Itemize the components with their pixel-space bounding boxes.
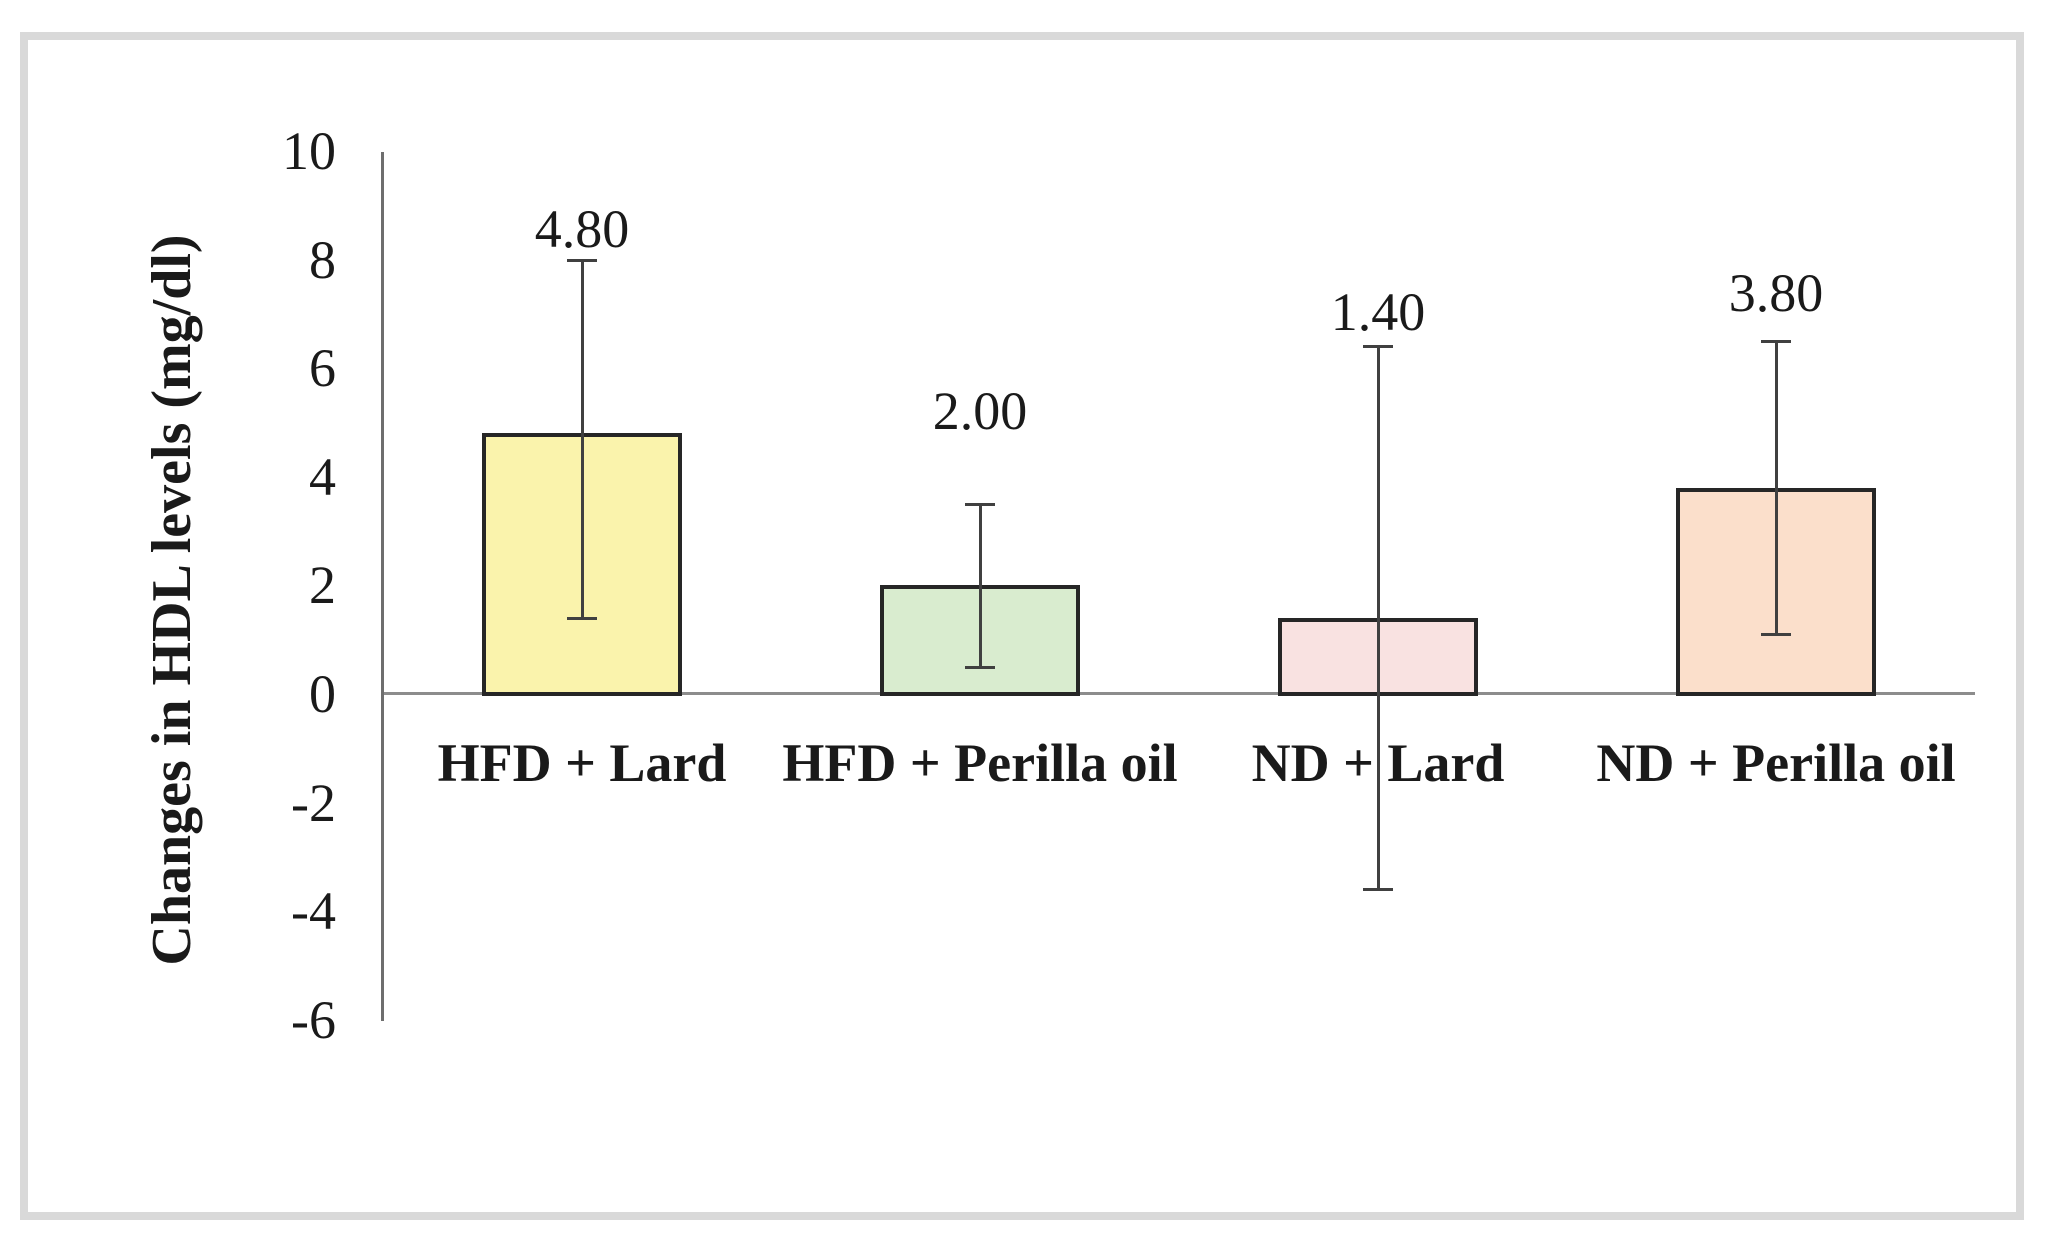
- y-tick-label: -2: [291, 772, 336, 833]
- data-label: 3.80: [1728, 263, 1824, 324]
- data-label: 2.00: [932, 380, 1028, 441]
- error-bar-cap-bottom: [1363, 888, 1393, 892]
- category-label: ND + Perilla oil: [1596, 733, 1956, 793]
- error-bar-line: [1377, 346, 1380, 890]
- error-bar-line: [1775, 341, 1778, 635]
- y-tick-label: -6: [291, 989, 336, 1050]
- y-tick-label: 8: [309, 229, 336, 290]
- error-bar-cap-top: [1761, 340, 1791, 344]
- error-bar-cap-top: [1363, 345, 1393, 349]
- error-bar-line: [979, 503, 982, 667]
- data-label: 4.80: [534, 198, 630, 259]
- category-label: HFD + Perilla oil: [782, 733, 1178, 793]
- error-bar-cap-top: [965, 502, 995, 506]
- y-tick-label: 0: [309, 664, 336, 724]
- y-tick-label: 2: [309, 555, 336, 616]
- y-tick-label: 10: [282, 121, 336, 181]
- y-tick-label: 4: [309, 446, 336, 507]
- error-bar-cap-bottom: [965, 665, 995, 669]
- y-axis-line: [381, 152, 384, 1021]
- error-bar-cap-top: [567, 258, 597, 262]
- data-label: 1.40: [1330, 282, 1426, 343]
- error-bar-cap-bottom: [1761, 633, 1791, 637]
- category-label: HFD + Lard: [437, 733, 727, 793]
- x-axis-line: [382, 692, 1975, 695]
- y-tick-label: -4: [291, 881, 336, 942]
- error-bar-line: [581, 259, 584, 618]
- y-tick-label: 6: [309, 338, 336, 399]
- error-bar-cap-bottom: [567, 616, 597, 620]
